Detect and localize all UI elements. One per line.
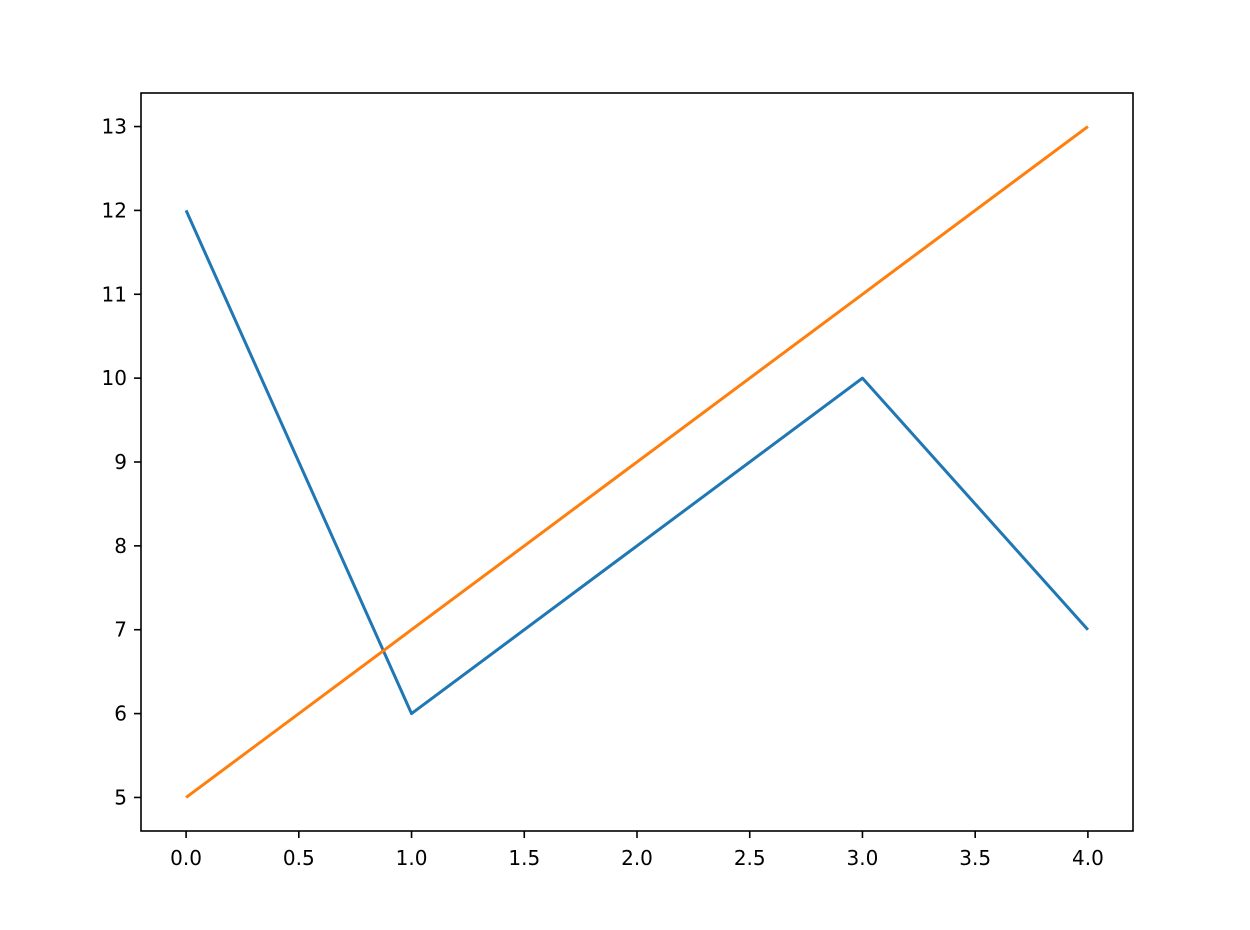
y-tick-label: 10 bbox=[102, 366, 127, 390]
y-tick-label: 11 bbox=[102, 282, 127, 306]
series-line-0 bbox=[184, 209, 1090, 716]
x-tick-label: 3.5 bbox=[959, 846, 991, 870]
x-axis: 0.0 0.5 1.0 1.5 2.0 2.5 3.0 3.5 4.0 bbox=[170, 831, 1104, 870]
x-tick-label: 2.5 bbox=[734, 846, 766, 870]
y-tick-label: 8 bbox=[114, 534, 127, 558]
x-tick-label: 4.0 bbox=[1072, 846, 1104, 870]
y-tick-label: 12 bbox=[102, 198, 127, 222]
x-tick-label: 0.5 bbox=[283, 846, 315, 870]
series-layer bbox=[184, 125, 1090, 799]
y-tick-label: 7 bbox=[114, 618, 127, 642]
y-tick-label: 9 bbox=[114, 450, 127, 474]
y-tick-label: 6 bbox=[114, 702, 127, 726]
x-tick-label: 1.5 bbox=[508, 846, 540, 870]
series-line-1 bbox=[185, 125, 1089, 799]
y-tick-label: 5 bbox=[114, 785, 127, 809]
x-tick-label: 0.0 bbox=[170, 846, 202, 870]
x-tick-label: 1.0 bbox=[396, 846, 428, 870]
y-tick-label: 13 bbox=[102, 115, 127, 139]
y-axis: 5 6 7 8 9 10 11 12 13 bbox=[102, 115, 141, 809]
x-tick-label: 3.0 bbox=[847, 846, 879, 870]
x-tick-label: 2.0 bbox=[621, 846, 653, 870]
